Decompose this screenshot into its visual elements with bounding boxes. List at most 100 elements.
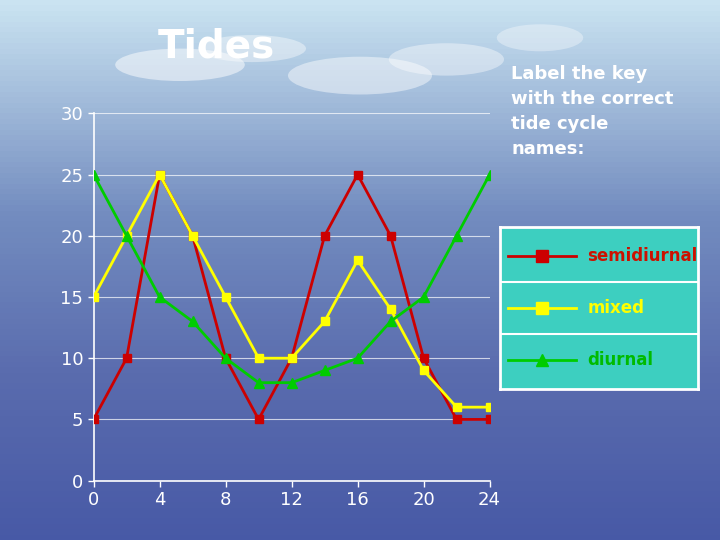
Bar bbox=[0, 124, 720, 130]
Bar bbox=[0, 389, 720, 394]
Bar bbox=[0, 346, 720, 351]
Bar bbox=[0, 508, 720, 513]
Bar bbox=[0, 313, 720, 319]
Bar bbox=[0, 367, 720, 373]
Bar bbox=[0, 232, 720, 238]
Bar bbox=[0, 54, 720, 59]
Bar bbox=[0, 178, 720, 184]
Bar bbox=[0, 97, 720, 103]
Bar bbox=[0, 221, 720, 227]
Bar bbox=[0, 16, 720, 22]
Bar bbox=[0, 362, 720, 367]
Bar bbox=[0, 216, 720, 221]
Ellipse shape bbox=[389, 43, 504, 76]
Bar bbox=[0, 443, 720, 448]
Bar bbox=[0, 448, 720, 454]
Bar bbox=[0, 373, 720, 378]
Bar bbox=[0, 70, 720, 76]
Bar bbox=[0, 535, 720, 540]
Text: semidiurnal: semidiurnal bbox=[588, 247, 698, 265]
Bar bbox=[0, 421, 720, 427]
Bar bbox=[0, 308, 720, 313]
Bar bbox=[0, 464, 720, 470]
Bar bbox=[0, 502, 720, 508]
Ellipse shape bbox=[198, 35, 306, 62]
Bar bbox=[0, 405, 720, 410]
Bar bbox=[0, 410, 720, 416]
Ellipse shape bbox=[288, 57, 432, 94]
Bar bbox=[0, 437, 720, 443]
Bar bbox=[0, 43, 720, 49]
Bar bbox=[0, 76, 720, 81]
Bar bbox=[0, 32, 720, 38]
Bar bbox=[0, 243, 720, 248]
Bar bbox=[0, 167, 720, 173]
Bar bbox=[0, 59, 720, 65]
Bar bbox=[0, 529, 720, 535]
Bar bbox=[0, 513, 720, 518]
Bar bbox=[0, 86, 720, 92]
Text: mixed: mixed bbox=[588, 299, 644, 317]
Bar bbox=[0, 340, 720, 346]
Bar bbox=[0, 454, 720, 459]
Bar bbox=[0, 400, 720, 405]
Bar bbox=[0, 173, 720, 178]
Bar bbox=[0, 200, 720, 205]
Bar bbox=[0, 151, 720, 157]
Text: diurnal: diurnal bbox=[588, 350, 654, 369]
Bar bbox=[0, 238, 720, 243]
Bar bbox=[0, 49, 720, 54]
Bar bbox=[0, 427, 720, 432]
Bar bbox=[0, 205, 720, 211]
Bar bbox=[0, 113, 720, 119]
Text: Tides: Tides bbox=[158, 27, 274, 65]
Bar bbox=[0, 324, 720, 329]
Bar bbox=[0, 254, 720, 259]
Bar bbox=[0, 329, 720, 335]
Bar bbox=[0, 383, 720, 389]
Text: Label the key
with the correct
tide cycle
names:: Label the key with the correct tide cycl… bbox=[511, 65, 674, 158]
Ellipse shape bbox=[115, 49, 245, 81]
Bar bbox=[0, 108, 720, 113]
Bar bbox=[0, 11, 720, 16]
Bar bbox=[0, 103, 720, 108]
Bar bbox=[0, 227, 720, 232]
Bar bbox=[0, 65, 720, 70]
Bar bbox=[0, 470, 720, 475]
Bar bbox=[0, 394, 720, 400]
Bar bbox=[0, 518, 720, 524]
Bar bbox=[0, 302, 720, 308]
Bar bbox=[0, 481, 720, 486]
Bar bbox=[0, 459, 720, 464]
Bar bbox=[0, 524, 720, 529]
Bar bbox=[0, 319, 720, 324]
Bar bbox=[0, 119, 720, 124]
Bar bbox=[0, 497, 720, 502]
Bar bbox=[0, 486, 720, 491]
Bar bbox=[0, 281, 720, 286]
Bar bbox=[0, 265, 720, 270]
Bar bbox=[0, 475, 720, 481]
Bar bbox=[0, 194, 720, 200]
Bar bbox=[0, 22, 720, 27]
Bar bbox=[0, 189, 720, 194]
Bar bbox=[0, 38, 720, 43]
Bar bbox=[0, 275, 720, 281]
Ellipse shape bbox=[497, 24, 583, 51]
Bar bbox=[0, 211, 720, 216]
Bar bbox=[0, 378, 720, 383]
Bar bbox=[0, 356, 720, 362]
Bar bbox=[0, 130, 720, 135]
Bar bbox=[0, 491, 720, 497]
Bar bbox=[0, 351, 720, 356]
Bar bbox=[0, 259, 720, 265]
Bar bbox=[0, 297, 720, 302]
Bar bbox=[0, 27, 720, 32]
Bar bbox=[0, 184, 720, 189]
Bar bbox=[0, 432, 720, 437]
Bar bbox=[0, 157, 720, 162]
Bar bbox=[0, 335, 720, 340]
Bar bbox=[0, 135, 720, 140]
Bar bbox=[0, 92, 720, 97]
Bar bbox=[0, 0, 720, 5]
